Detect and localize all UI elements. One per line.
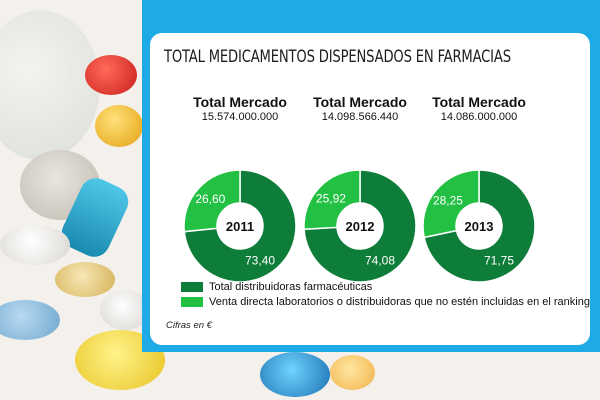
market-label: Total Mercado <box>432 94 526 110</box>
data-label-venta-directa: 26,60 <box>195 192 225 206</box>
market-label: Total Mercado <box>193 94 287 110</box>
pill-decoration <box>0 225 70 265</box>
legend-item: Total distribuidoras farmacéuticas <box>180 279 590 294</box>
market-label: Total Mercado <box>313 94 407 110</box>
legend-swatch <box>180 295 204 308</box>
donut-year-label: 2012 <box>346 219 375 234</box>
data-label-distribuidoras: 71,75 <box>484 254 514 268</box>
data-label-distribuidoras: 74,08 <box>365 254 395 268</box>
market-header-2011: Total Mercado 15.574.000.000 <box>175 94 305 124</box>
donut-hole <box>456 203 502 249</box>
chart-legend: Total distribuidoras farmacéuticas Venta… <box>180 279 590 309</box>
legend-label: Venta directa laboratorios o distribuido… <box>209 295 590 308</box>
pill-decoration <box>85 55 137 95</box>
pill-decoration <box>95 105 143 147</box>
legend-label: Total distribuidoras farmacéuticas <box>209 280 373 293</box>
pill-decoration <box>55 262 115 297</box>
market-value: 15.574.000.000 <box>201 111 279 123</box>
data-label-venta-directa: 28,25 <box>433 194 463 208</box>
market-header-2012: Total Mercado 14.098.566.440 <box>295 94 425 124</box>
pill-decoration <box>0 10 100 160</box>
market-value: 14.098.566.440 <box>321 111 399 123</box>
data-label-venta-directa: 25,92 <box>316 192 346 206</box>
pill-decoration <box>0 300 60 340</box>
donut-hole <box>337 203 383 249</box>
infographic-card: TOTAL MEDICAMENTOS DISPENSADOS EN FARMAC… <box>150 33 590 345</box>
market-header-2013: Total Mercado 14.086.000.000 <box>414 94 544 124</box>
pill-decoration <box>100 290 150 330</box>
donut-hole <box>217 203 263 249</box>
units-footnote: Cifras en € <box>166 320 212 331</box>
data-label-distribuidoras: 73,40 <box>245 254 275 268</box>
legend-swatch <box>180 280 204 293</box>
pill-decoration <box>330 355 375 390</box>
chart-title: TOTAL MEDICAMENTOS DISPENSADOS EN FARMAC… <box>164 47 511 67</box>
donut-year-label: 2013 <box>465 219 494 234</box>
donut-year-label: 2011 <box>226 219 254 234</box>
pill-decoration <box>260 352 330 397</box>
legend-item: Venta directa laboratorios o distribuido… <box>180 294 590 309</box>
market-value: 14.086.000.000 <box>440 111 518 123</box>
